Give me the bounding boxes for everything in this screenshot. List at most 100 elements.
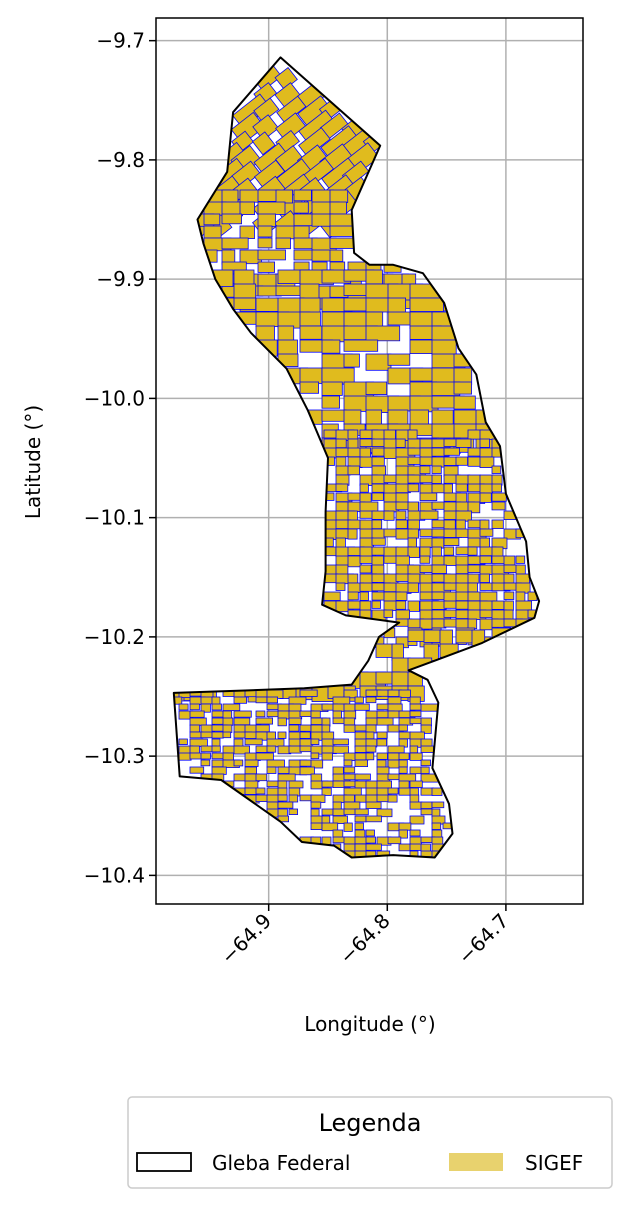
parcel — [479, 582, 494, 591]
parcel — [395, 510, 407, 521]
parcel — [365, 297, 390, 313]
parcel — [255, 710, 266, 718]
parcel — [431, 546, 442, 557]
legend: Legenda Gleba Federal SIGEF — [127, 1096, 613, 1189]
parcel — [503, 555, 516, 566]
parcel — [391, 657, 411, 674]
parcel — [233, 283, 257, 299]
parcel — [343, 297, 370, 312]
parcel — [299, 311, 321, 327]
parcel — [189, 745, 200, 754]
parcel — [347, 429, 359, 440]
parcel — [321, 815, 331, 824]
parcel — [443, 591, 457, 602]
x-tick-label: −64.9 — [216, 909, 276, 969]
parcel — [343, 689, 358, 699]
parcel — [409, 780, 423, 788]
parcel — [371, 447, 386, 457]
parcel — [395, 519, 408, 529]
gleba-boundary — [172, 56, 541, 859]
parcel — [431, 564, 447, 574]
parcel — [335, 555, 350, 567]
parcel — [365, 269, 383, 285]
parcel — [371, 537, 386, 546]
parcel — [395, 555, 410, 566]
parcel — [455, 564, 469, 575]
parcel — [376, 731, 388, 739]
parcel — [189, 710, 205, 718]
parcel — [503, 573, 515, 584]
parcel — [277, 717, 287, 727]
parcel — [354, 696, 364, 704]
parcel — [467, 573, 480, 584]
parcel — [221, 189, 239, 203]
parcel — [455, 618, 470, 629]
parcel — [253, 97, 280, 123]
parcel — [371, 555, 385, 567]
parcel — [409, 297, 444, 312]
parcel — [419, 492, 438, 501]
parcel — [251, 131, 276, 156]
parcel — [255, 696, 268, 704]
y-tick-label: −10.4 — [84, 863, 145, 887]
parcel — [398, 724, 408, 732]
parcel — [343, 703, 356, 712]
parcel — [398, 759, 408, 768]
parcel — [419, 582, 434, 594]
parcel — [266, 696, 279, 704]
parcel — [321, 752, 334, 761]
parcel — [409, 815, 425, 825]
parcel — [275, 237, 291, 250]
parcel — [443, 600, 457, 609]
parcel — [233, 717, 251, 726]
parcel — [343, 353, 360, 368]
parcel — [299, 738, 313, 748]
parcel — [310, 710, 321, 719]
parcel — [455, 456, 469, 466]
parcel — [365, 829, 375, 837]
parcel — [387, 787, 399, 795]
parcel — [467, 546, 478, 556]
parcel — [419, 510, 439, 520]
parcel — [407, 528, 419, 539]
parcel-group — [173, 64, 538, 858]
parcel — [233, 297, 257, 310]
parcel — [222, 724, 233, 733]
parcel — [329, 189, 349, 203]
parcel — [479, 537, 491, 549]
parcel — [387, 794, 398, 803]
parcel — [266, 759, 285, 768]
parcel — [455, 629, 475, 644]
parcel — [233, 759, 244, 767]
parcel — [233, 710, 252, 718]
parcel — [200, 703, 211, 713]
parcel — [387, 353, 411, 366]
parcel — [359, 447, 371, 459]
parcel — [255, 325, 275, 341]
parcel — [233, 745, 251, 755]
parcel — [335, 447, 350, 458]
parcel — [266, 731, 277, 740]
parcel — [299, 766, 315, 776]
parcel — [443, 447, 460, 456]
x-tick-label: −64.8 — [335, 909, 395, 969]
parcel — [365, 836, 377, 844]
parcel — [321, 381, 343, 396]
parcel — [354, 773, 371, 781]
parcel — [515, 600, 533, 612]
y-tick-label: −9.9 — [96, 267, 145, 291]
y-tick-label: −9.7 — [96, 29, 145, 53]
parcel — [310, 738, 320, 745]
parcel — [376, 780, 393, 789]
sigef-parcels — [173, 64, 538, 858]
parcel — [354, 703, 370, 711]
parcel — [395, 501, 410, 511]
parcel — [409, 752, 423, 761]
parcel — [293, 189, 312, 202]
parcel — [299, 381, 320, 394]
parcel — [443, 537, 460, 546]
parcel — [257, 261, 276, 273]
parcel — [515, 555, 526, 564]
parcel — [479, 492, 492, 503]
parcel — [431, 787, 443, 796]
